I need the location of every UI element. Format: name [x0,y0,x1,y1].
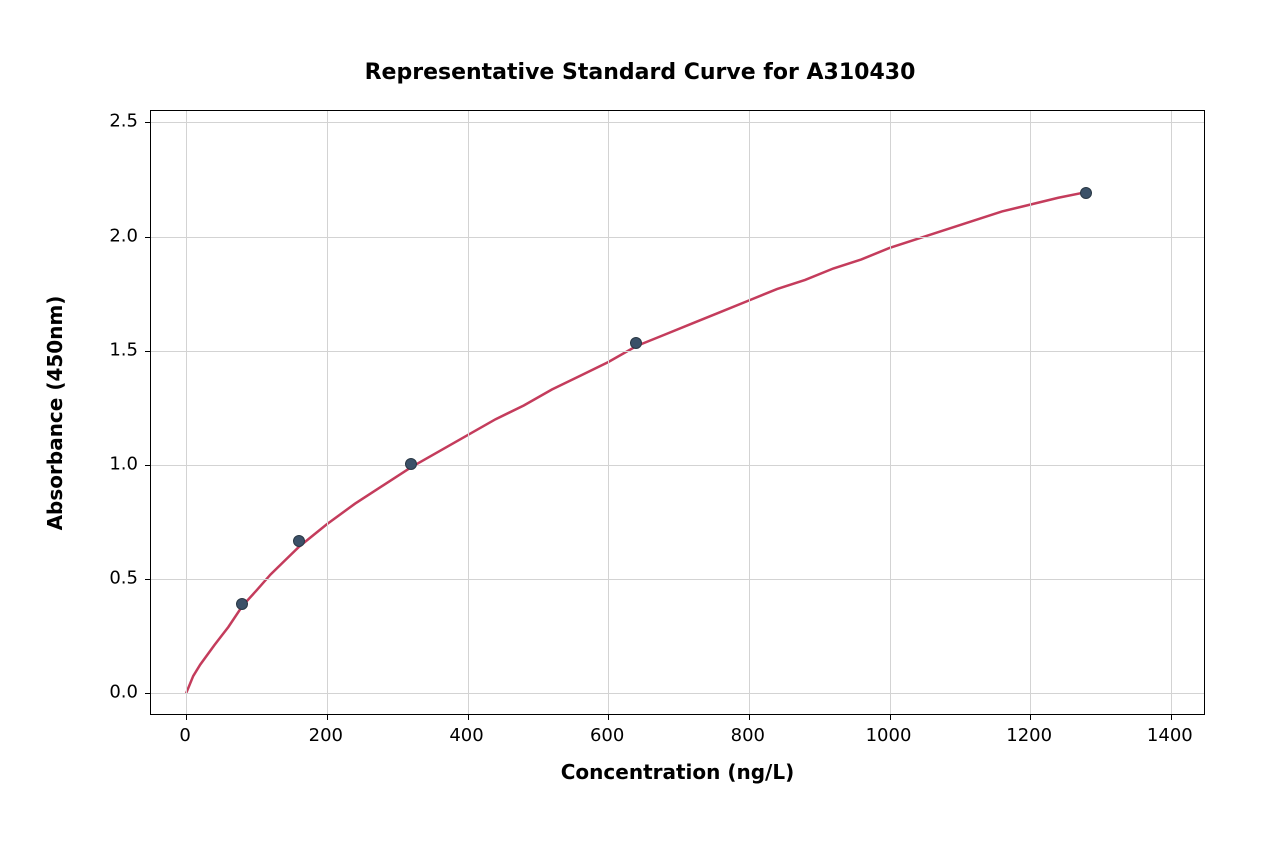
y-tick-label: 2.0 [109,225,138,246]
x-tick-label: 1000 [866,725,912,746]
y-tick-label: 1.5 [109,339,138,360]
x-tick-label: 400 [449,725,483,746]
tick-mark-x [327,714,328,720]
grid-line-vertical [749,111,750,714]
grid-line-vertical [1030,111,1031,714]
data-point [630,337,642,349]
grid-line-vertical [468,111,469,714]
tick-mark-x [186,714,187,720]
grid-line-horizontal [151,693,1204,694]
y-tick-label: 2.5 [109,111,138,132]
grid-line-vertical [186,111,187,714]
grid-line-vertical [327,111,328,714]
x-tick-label: 1400 [1147,725,1193,746]
x-tick-label: 1200 [1006,725,1052,746]
data-point [293,535,305,547]
tick-mark-y [145,579,151,580]
y-axis-label: Absorbance (450nm) [43,295,67,530]
tick-mark-x [608,714,609,720]
x-axis-label: Concentration (ng/L) [561,760,794,784]
tick-mark-x [749,714,750,720]
x-tick-label: 600 [590,725,624,746]
chart-container: Representative Standard Curve for A31043… [0,0,1280,845]
data-point [1080,187,1092,199]
x-tick-label: 800 [731,725,765,746]
tick-mark-x [468,714,469,720]
grid-line-vertical [890,111,891,714]
y-tick-label: 1.0 [109,453,138,474]
plot-area [150,110,1205,715]
tick-mark-x [1030,714,1031,720]
tick-mark-y [145,122,151,123]
tick-mark-y [145,465,151,466]
grid-line-horizontal [151,122,1204,123]
grid-line-horizontal [151,351,1204,352]
grid-line-vertical [1171,111,1172,714]
tick-mark-y [145,237,151,238]
grid-line-horizontal [151,579,1204,580]
tick-mark-x [1171,714,1172,720]
data-point [236,598,248,610]
tick-mark-y [145,693,151,694]
curve-svg [151,111,1206,716]
fitted-curve [186,192,1086,693]
chart-title: Representative Standard Curve for A31043… [0,60,1280,85]
grid-line-horizontal [151,465,1204,466]
tick-mark-y [145,351,151,352]
y-tick-label: 0.0 [109,682,138,703]
data-point [405,458,417,470]
x-tick-label: 0 [179,725,190,746]
tick-mark-x [890,714,891,720]
x-tick-label: 200 [309,725,343,746]
grid-line-horizontal [151,237,1204,238]
y-tick-label: 0.5 [109,568,138,589]
grid-line-vertical [608,111,609,714]
